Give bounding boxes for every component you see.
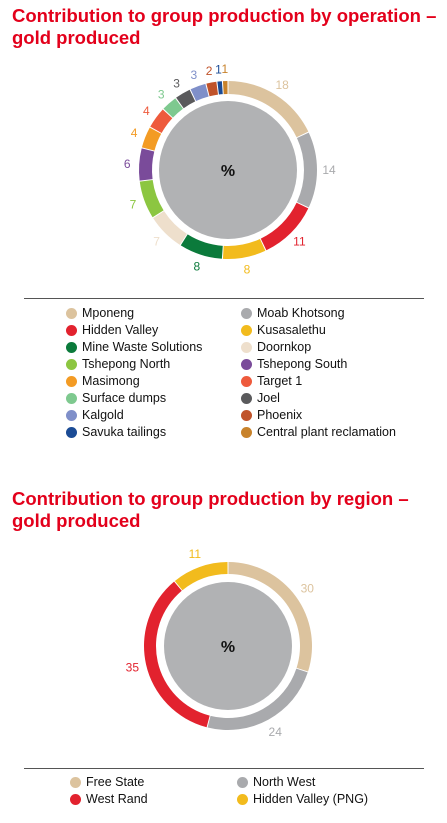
legend-swatch [241,376,252,387]
legend-region: Free State West Rand North West Hidden Vall… [0,774,447,810]
slice-masimong [141,127,162,151]
legend-swatch [70,777,81,788]
data-label-tshepong-north: 7 [130,197,137,211]
legend-label: Hidden Valley (PNG) [253,792,369,806]
data-label-joel: 3 [173,76,180,90]
slice-mponeng [228,81,309,138]
center-unit-label: % [221,639,235,656]
slice-hidden-valley [260,202,309,251]
slice-mine-waste-solutions [180,234,223,259]
slice-kusasalethu [222,238,266,259]
legend-label: Kusasalethu [257,323,326,337]
legend-label: Hidden Valley [82,323,159,337]
data-label-tshepong-south: 6 [124,157,131,171]
legend-label: Joel [257,391,280,405]
legend-label: Target 1 [257,374,303,388]
slice-surface-dumps [163,98,183,118]
slice-tshepong-south [139,148,155,181]
data-label-phoenix: 2 [206,64,213,78]
legend-label: Free State [86,775,145,789]
legend-label: West Rand [86,792,148,806]
slice-hidden-valley-png [174,562,228,591]
slice-target-1 [150,109,173,133]
legend-operation: Mponeng Hidden Valley Mine Waste Solutions… [0,305,447,445]
data-label-masimong: 4 [131,126,138,140]
legend-swatch [237,777,248,788]
legend-swatch [66,342,77,353]
data-label-mponeng: 18 [275,78,289,92]
slice-phoenix [206,81,219,97]
legend-swatch [241,410,252,421]
legend-label: Tshepong South [257,357,348,371]
slice-tshepong-north [139,179,164,218]
legend-label: North West [253,775,316,789]
legend-label: Surface dumps [82,391,167,405]
slice-moab-khotsong [296,132,317,208]
data-label-hidden-valley: 11 [293,235,306,249]
legend-swatch [66,427,77,438]
slice-free-state [228,562,313,672]
legend-swatch [241,342,252,353]
data-label-doornkop: 7 [153,235,160,249]
legend-swatch [241,427,252,438]
donut-chart-region: 30 24 35 11% [126,547,315,739]
slice-central-plant-reclamation [222,81,228,95]
legend-swatch [70,794,81,805]
data-label-north-west: 24 [269,725,283,739]
legend-swatch [66,376,77,387]
center-unit-label: % [221,163,235,180]
legend-swatch [241,325,252,336]
legend-label: Mponeng [82,306,135,320]
slice-doornkop [153,211,187,245]
donut-center-disc [164,582,292,710]
legend-label: Kalgold [82,408,124,422]
legend-swatch [66,359,77,370]
legend-label: Central plant reclamation [257,425,396,439]
data-label-kalgold: 3 [190,68,197,82]
legend-label: Savuka tailings [82,425,167,439]
slice-joel [176,89,196,109]
legend-swatch [237,794,248,805]
legend-swatch [241,393,252,404]
legend-label: Phoenix [257,408,303,422]
data-label-kusasalethu: 8 [244,262,251,276]
legend-label: Tshepong North [82,357,171,371]
slice-kalgold [190,83,209,102]
legend-label: Moab Khotsong [257,306,345,320]
slice-north-west [207,668,308,730]
legend-swatch [66,308,77,319]
legend-label: Mine Waste Solutions [82,340,203,354]
legend-swatch [66,325,77,336]
slice-west-rand [144,581,210,728]
chart-title-operation: Contribution to group production by oper… [12,5,437,48]
data-label-mine-waste-solutions: 8 [193,259,200,273]
legend-divider [24,768,424,769]
legend-swatch [241,308,252,319]
data-label-moab-khotsong: 14 [322,163,336,177]
slice-savuka-tailings [217,81,223,95]
legend-label: Masimong [82,374,140,388]
legend-swatch [241,359,252,370]
data-label-target-1: 4 [143,104,150,118]
legend-swatch [66,410,77,421]
legend-divider [24,298,424,299]
data-label-savuka-tailings: 1 [215,63,222,77]
data-label-west-rand: 35 [126,661,140,675]
legend-swatch [66,393,77,404]
chart-title-region: Contribution to group production by regi… [12,488,409,531]
legend-label: Doornkop [257,340,312,354]
data-label-central-plant-reclamation: 1 [221,62,228,76]
data-label-free-state: 30 [301,582,315,596]
data-label-hidden-valley-png: 11 [189,547,202,561]
donut-center-disc [159,101,297,239]
data-label-surface-dumps: 3 [158,87,165,101]
